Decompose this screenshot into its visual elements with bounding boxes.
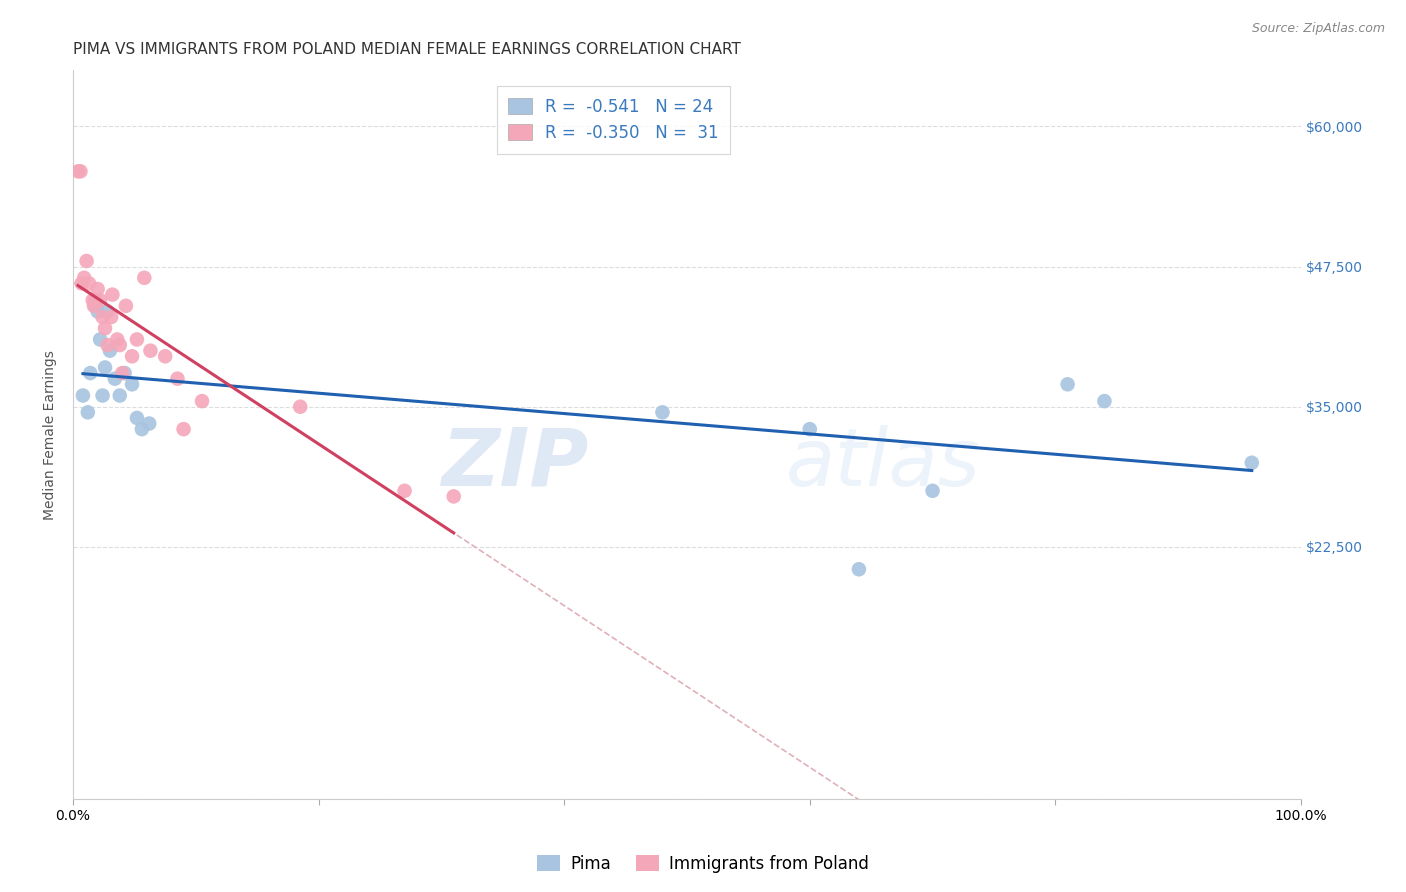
Point xyxy=(73,270,96,285)
Point xyxy=(131,422,153,436)
Text: PIMA VS IMMIGRANTS FROM POLAND MEDIAN FEMALE EARNINGS CORRELATION CHART: PIMA VS IMMIGRANTS FROM POLAND MEDIAN FE… xyxy=(73,42,741,57)
Point xyxy=(86,282,108,296)
Point xyxy=(1056,377,1078,392)
Point xyxy=(108,338,131,352)
Legend: Pima, Immigrants from Poland: Pima, Immigrants from Poland xyxy=(530,848,876,880)
Point xyxy=(138,417,160,431)
Point xyxy=(76,405,98,419)
Point xyxy=(76,254,98,268)
Text: ZIP: ZIP xyxy=(441,425,589,503)
Point xyxy=(115,299,138,313)
Point xyxy=(394,483,416,498)
Point xyxy=(94,360,117,375)
Point xyxy=(100,310,122,324)
Text: atlas: atlas xyxy=(785,425,980,503)
Point xyxy=(166,372,188,386)
Point xyxy=(125,333,148,347)
Point xyxy=(91,388,114,402)
Point xyxy=(66,164,89,178)
Point xyxy=(89,333,111,347)
Point xyxy=(153,349,176,363)
Point xyxy=(191,394,214,409)
Point xyxy=(125,411,148,425)
Point xyxy=(799,422,821,436)
Point xyxy=(96,304,118,318)
Point xyxy=(83,299,105,313)
Point xyxy=(84,293,107,308)
Point xyxy=(139,343,162,358)
Point xyxy=(651,405,673,419)
Point xyxy=(121,377,143,392)
Point xyxy=(98,343,121,358)
Point xyxy=(114,366,136,380)
Point xyxy=(94,321,117,335)
Point xyxy=(121,349,143,363)
Legend: R =  -0.541   N = 24, R =  -0.350   N =  31: R = -0.541 N = 24, R = -0.350 N = 31 xyxy=(496,86,730,153)
Point xyxy=(101,287,124,301)
Point xyxy=(108,388,131,402)
Point xyxy=(848,562,870,576)
Point xyxy=(77,277,100,291)
Point xyxy=(173,422,195,436)
Point xyxy=(91,310,114,324)
Point xyxy=(84,299,107,313)
Point xyxy=(104,372,127,386)
Point xyxy=(72,388,94,402)
Point xyxy=(1094,394,1116,409)
Point xyxy=(96,338,118,352)
Point xyxy=(105,333,128,347)
Point xyxy=(1240,456,1263,470)
Point xyxy=(79,366,101,380)
Point xyxy=(86,304,108,318)
Point xyxy=(89,293,111,308)
Y-axis label: Median Female Earnings: Median Female Earnings xyxy=(44,350,58,520)
Point xyxy=(134,270,156,285)
Point xyxy=(921,483,943,498)
Text: Source: ZipAtlas.com: Source: ZipAtlas.com xyxy=(1251,22,1385,36)
Point xyxy=(82,293,104,308)
Point xyxy=(69,164,91,178)
Point xyxy=(290,400,312,414)
Point xyxy=(70,277,93,291)
Point xyxy=(443,490,465,504)
Point xyxy=(111,366,134,380)
